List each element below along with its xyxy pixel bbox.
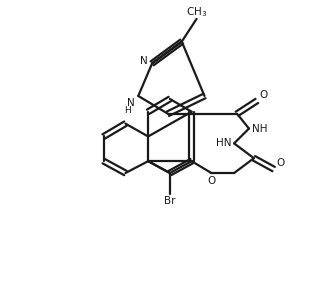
Text: Br: Br: [164, 196, 176, 206]
Text: N: N: [141, 56, 148, 66]
Text: O: O: [207, 176, 215, 186]
Text: O: O: [260, 90, 268, 100]
Text: N: N: [127, 98, 134, 108]
Text: O: O: [276, 158, 285, 168]
Text: H: H: [124, 106, 131, 115]
Text: NH: NH: [252, 124, 267, 134]
Text: HN: HN: [216, 139, 231, 148]
Text: CH$_3$: CH$_3$: [186, 5, 207, 19]
